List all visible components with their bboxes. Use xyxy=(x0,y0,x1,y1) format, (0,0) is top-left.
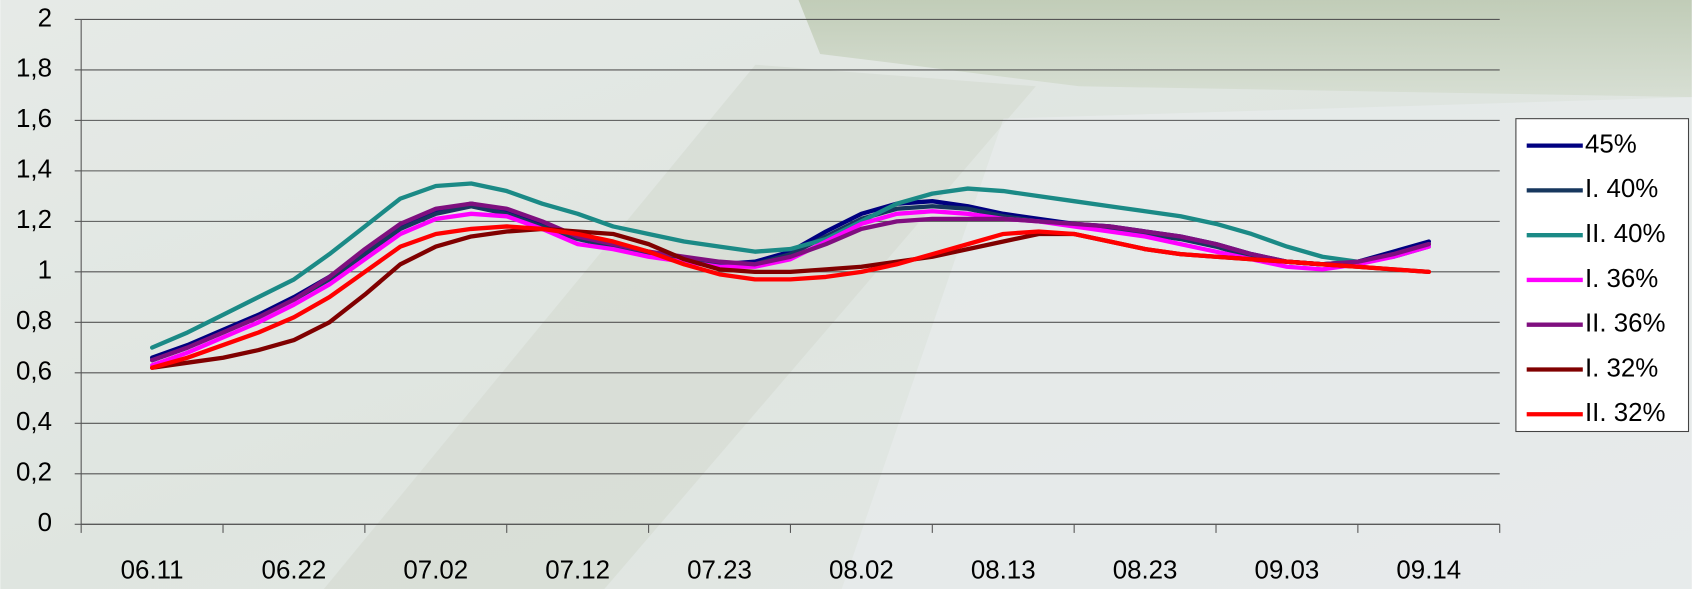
legend-label: II. 36% xyxy=(1585,310,1666,338)
x-tick-label: 06.22 xyxy=(262,557,327,585)
x-tick-label: 08.02 xyxy=(829,557,894,585)
y-tick-label: 1,2 xyxy=(16,206,52,234)
y-tick-label: 0,2 xyxy=(16,459,52,487)
y-tick-label: 0,8 xyxy=(16,307,52,335)
legend-label: I. 32% xyxy=(1585,354,1658,382)
legend: 45% I. 40% II. 40% I. 36% II. 36% I. 32% II. 3… xyxy=(1515,118,1690,433)
background-forest xyxy=(798,0,1692,98)
x-tick-label: 07.12 xyxy=(545,557,610,585)
x-tick-label: 07.23 xyxy=(687,557,752,585)
series-line xyxy=(149,181,1432,350)
legend-label: I. 36% xyxy=(1585,265,1658,293)
y-tick-label: 0 xyxy=(38,509,52,537)
y-tick-label: 2 xyxy=(38,4,52,32)
y-tick-label: 1 xyxy=(38,257,52,285)
x-tick-label: 09.14 xyxy=(1396,557,1461,585)
legend-label: 45% xyxy=(1585,130,1637,158)
x-tick-label: 08.23 xyxy=(1113,557,1178,585)
legend-box xyxy=(1515,118,1690,433)
y-tick-label: 1,4 xyxy=(16,156,52,184)
x-tick-label: 07.02 xyxy=(403,557,468,585)
x-tick-label: 08.13 xyxy=(971,557,1036,585)
legend-label: I. 40% xyxy=(1585,175,1658,203)
legend-label: II. 40% xyxy=(1585,220,1666,248)
series-line xyxy=(149,209,1432,368)
x-tick-label: 09.03 xyxy=(1255,557,1320,585)
legend-label: II. 32% xyxy=(1585,399,1666,427)
y-tick-label: 0,4 xyxy=(16,408,52,436)
y-tick-label: 0,6 xyxy=(16,358,52,386)
background-ponds xyxy=(323,64,1036,589)
y-tick-label: 1,6 xyxy=(16,105,52,133)
series-line xyxy=(149,201,1432,363)
x-tick-label: 06.11 xyxy=(121,557,184,585)
plot: 0 0,2 0,4 0,6 0,8 1 1,2 1,4 1,6 1,8 2 06.11 06.22 07.… xyxy=(16,4,1690,585)
series-line xyxy=(149,224,1432,370)
series-line xyxy=(149,204,1432,363)
y-tick-label: 1,8 xyxy=(16,55,52,83)
